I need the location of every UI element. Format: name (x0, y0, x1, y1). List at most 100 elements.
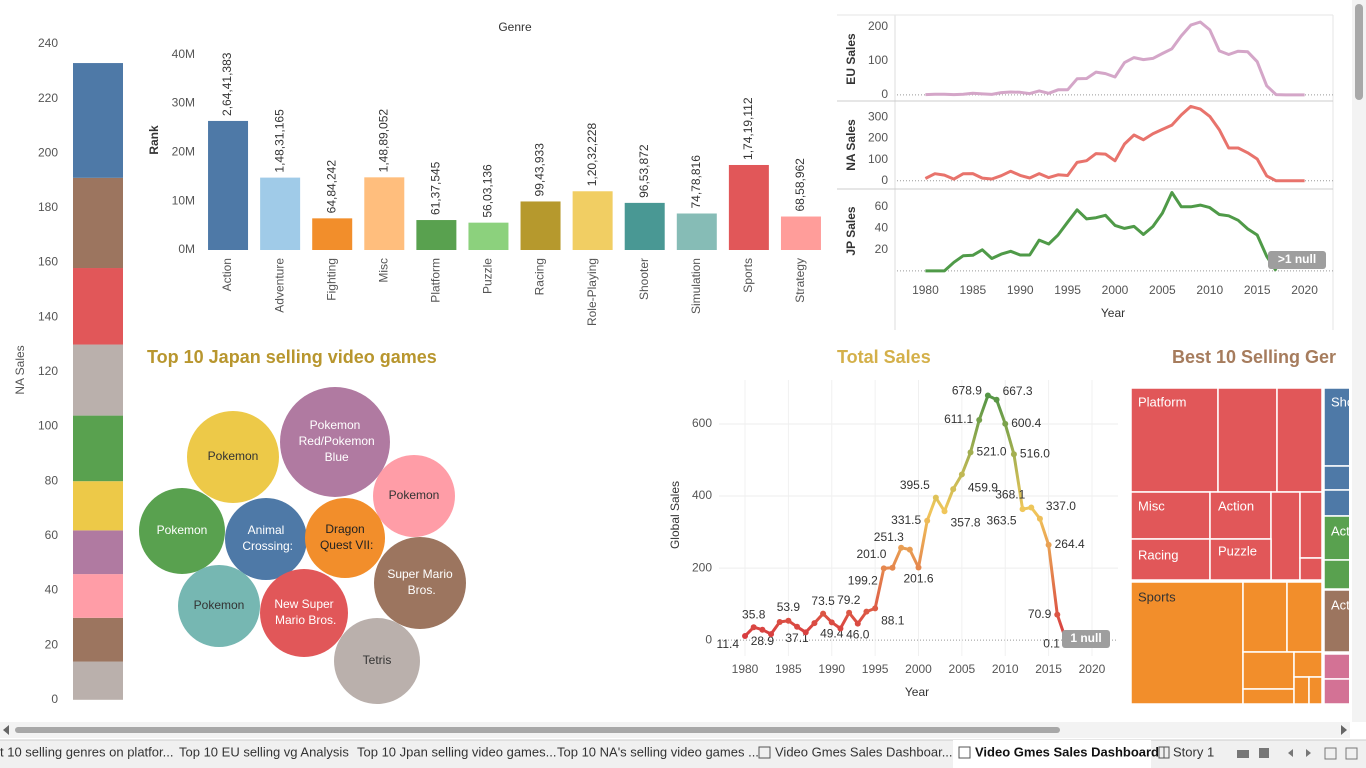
bubble (304, 497, 386, 579)
value-label: 199.2 (848, 574, 878, 588)
value-label: 53.9 (777, 600, 801, 614)
y-tick-label: 40 (45, 583, 59, 597)
bubble (373, 455, 455, 537)
point (872, 605, 879, 612)
value-label: 368.1 (995, 488, 1025, 502)
ctrl[interactable] (1345, 747, 1358, 760)
bubble-label: Pokemon (194, 598, 245, 612)
value-label: 11.4 (717, 637, 740, 651)
cell (1323, 515, 1349, 561)
bar (416, 220, 457, 250)
point (854, 620, 861, 627)
cell (1130, 387, 1219, 493)
ctrl[interactable] (1288, 749, 1311, 757)
chart-title: Top 10 Japan selling video games (147, 347, 437, 367)
point (1002, 420, 1009, 427)
value-label: 516.0 (1020, 446, 1050, 460)
bar (520, 201, 561, 250)
ctrl[interactable] (1259, 748, 1269, 758)
point (976, 416, 983, 423)
value-label: 37.1 (785, 631, 809, 645)
h-scroll-thumb[interactable] (15, 727, 1060, 733)
null-badge (1062, 630, 1110, 648)
value-label: 600.4 (1011, 416, 1041, 430)
tab[interactable]: t 10 selling genres on platfor... (0, 744, 173, 759)
value-label: 61,37,545 (429, 161, 443, 215)
v-scrollbar[interactable] (1352, 0, 1366, 722)
cell (1130, 581, 1244, 705)
bubble (225, 498, 307, 580)
treemap-cells (1130, 387, 1349, 705)
v-scroll-thumb[interactable] (1355, 4, 1363, 100)
value-label: 2,64,41,383 (220, 52, 234, 116)
bubble-label: New Super Mario Bros. (272, 597, 337, 627)
point (1054, 611, 1061, 618)
y-tick-label: 240 (38, 36, 58, 50)
tab[interactable]: Top 10 Jpan selling video games... (357, 744, 556, 759)
y-tick-label: 30M (172, 96, 195, 110)
bar-segment (73, 268, 123, 345)
point (768, 631, 775, 638)
value-label: 70.9 (1028, 607, 1052, 621)
cell (1130, 538, 1211, 581)
tab[interactable]: Story 1 (1173, 744, 1214, 759)
cell-label: Misc (1138, 499, 1165, 514)
cell (1299, 557, 1323, 581)
bar (468, 222, 509, 250)
y-tick-label: 220 (38, 91, 58, 105)
bubble (178, 565, 260, 647)
y-tick-label: 200 (38, 145, 58, 159)
x-tick-label: 2020 (1079, 662, 1106, 676)
value-label: 611.1 (944, 412, 973, 426)
y-tick-label: 0 (705, 632, 712, 646)
bar-segment (73, 530, 123, 575)
y-tick-label: 200 (868, 19, 888, 33)
y-tick-label: 10M (172, 193, 195, 207)
tab-active[interactable]: Video Gmes Sales Dashboard (975, 744, 1159, 759)
cell-label: Racing (1138, 548, 1178, 563)
y-tick-label: 0M (178, 242, 195, 256)
x-tick-label: Strategy (793, 258, 807, 303)
value-label: 96,53,872 (637, 144, 651, 198)
bubble (139, 488, 225, 574)
ctrl[interactable] (1324, 747, 1337, 760)
x-tick-label: 1995 (1054, 283, 1081, 297)
x-tick-label: Role-Playing (585, 258, 599, 326)
tab[interactable]: Video Gmes Sales Dashboar... (775, 744, 953, 759)
tab[interactable]: Top 10 EU selling vg Analysis (179, 744, 349, 759)
scroll-right[interactable] (1341, 725, 1347, 735)
bar-segment (73, 574, 123, 618)
point (828, 619, 835, 626)
active-tab-bg (953, 740, 1151, 768)
point (794, 623, 801, 630)
point (924, 517, 931, 524)
x-tick-label: Simulation (689, 258, 703, 314)
bubble-label: Pokemon (389, 488, 440, 502)
y-axis-title: JP Sales (844, 206, 858, 255)
cell (1323, 678, 1349, 705)
x-tick-label: Shooter (637, 258, 651, 300)
bar (728, 164, 769, 250)
point (950, 486, 957, 493)
point (776, 618, 783, 625)
bar (780, 216, 821, 250)
x-tick-label: 2015 (1244, 283, 1271, 297)
cell-label: Action (1218, 499, 1254, 514)
ctrl[interactable] (1237, 750, 1249, 758)
x-tick-label: 2005 (1149, 283, 1176, 297)
bar (624, 202, 665, 250)
point (863, 608, 870, 615)
bar (676, 213, 717, 250)
tab[interactable]: Top 10 NA's selling video games ... (557, 744, 759, 759)
cell (1242, 581, 1288, 653)
tab-controls[interactable] (1237, 747, 1358, 760)
bubble-label: Pokemon Red/Pokemon Blue (295, 418, 374, 464)
x-tick-label: 1995 (862, 662, 889, 676)
cell (1242, 688, 1295, 705)
point (941, 508, 948, 515)
y-axis-title: Global Sales (668, 481, 682, 549)
y-tick-label: 20 (45, 637, 59, 651)
y-tick-label: 60 (875, 199, 889, 213)
scroll-left[interactable] (3, 725, 9, 735)
value-label: 68,58,962 (793, 158, 807, 212)
